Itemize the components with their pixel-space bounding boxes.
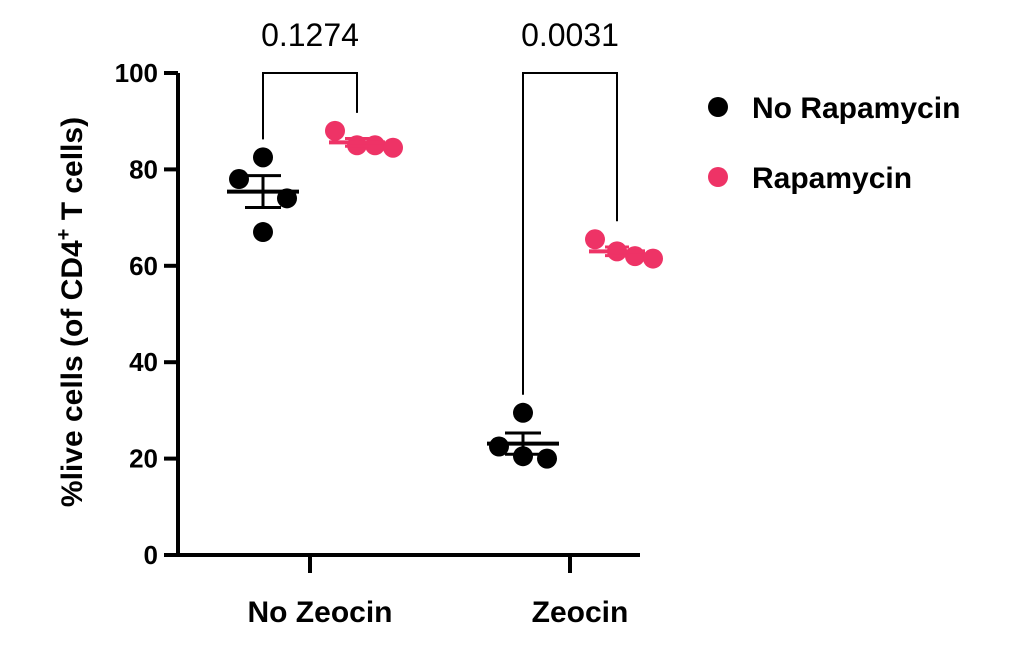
- x-tick-label: Zeocin: [532, 596, 629, 629]
- y-tick-label: 0: [144, 540, 158, 570]
- comparison-bracket: [522, 72, 618, 395]
- legend-label: No Rapamycin: [752, 92, 960, 125]
- y-tick-label: 100: [115, 58, 158, 88]
- data-point: [253, 147, 273, 168]
- p-value-label: 0.0031: [521, 17, 619, 53]
- data-point: [513, 446, 533, 467]
- legend-marker: [708, 97, 728, 117]
- x-tick-label: No Zeocin: [247, 596, 392, 629]
- data-point: [489, 436, 509, 457]
- legend-label: Rapamycin: [752, 162, 912, 195]
- data-point: [325, 120, 345, 141]
- data-marks: [227, 120, 663, 469]
- data-point: [253, 222, 273, 243]
- y-tick-label: 60: [129, 251, 158, 281]
- data-point: [229, 169, 249, 190]
- y-tick-label: 80: [129, 154, 158, 184]
- data-point: [643, 248, 663, 269]
- data-point: [513, 402, 533, 423]
- y-tick-label: 20: [129, 444, 158, 474]
- legend-marker: [708, 167, 728, 187]
- data-point: [585, 229, 605, 250]
- p-value-label: 0.1274: [261, 17, 359, 53]
- comparison-brackets: 0.1274 0.0031: [261, 17, 619, 395]
- y-tick-label: 40: [129, 347, 158, 377]
- comparison-bracket: [262, 72, 358, 140]
- data-point: [383, 137, 403, 158]
- data-point: [365, 135, 385, 156]
- data-point: [537, 448, 557, 469]
- y-axis-label: %live cells (of CD4+ T cells): [53, 117, 89, 507]
- axes: 0 20 40 60 80 100 No Zeocin Zeocin: [115, 58, 640, 629]
- legend: No Rapamycin Rapamycin: [708, 92, 960, 195]
